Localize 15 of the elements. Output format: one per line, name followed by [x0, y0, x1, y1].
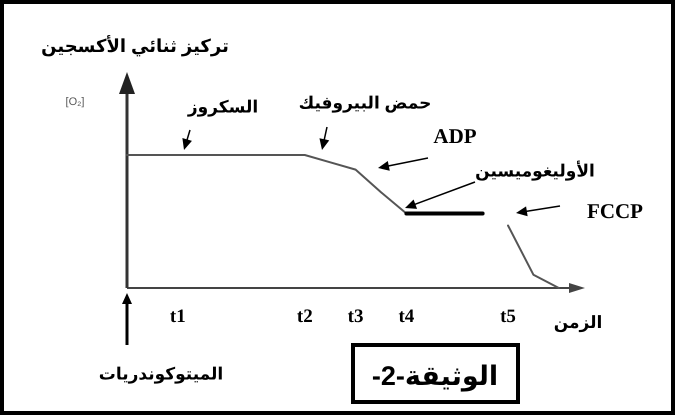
text: [O₂]	[66, 96, 84, 108]
x-tick-label: t2	[296, 306, 313, 327]
x-tick-label: t5	[500, 306, 516, 327]
text: حمض البيروفيك	[298, 93, 432, 114]
text: السكروز	[186, 97, 258, 118]
x-axis-title: الزمن	[554, 313, 602, 333]
text: تركيز ثنائي الأكسجين	[41, 34, 229, 57]
text: ADP	[433, 124, 477, 148]
x-tick-label: t1	[170, 306, 186, 327]
x-tick-label: t3	[348, 306, 364, 327]
text: الميتوكوندريات	[98, 364, 224, 384]
x-tick-label: t4	[398, 306, 415, 327]
annotation: الأوليغوميسين	[475, 159, 595, 182]
text: الوثيقة-2-	[372, 361, 498, 392]
text: FCCP	[587, 198, 644, 223]
